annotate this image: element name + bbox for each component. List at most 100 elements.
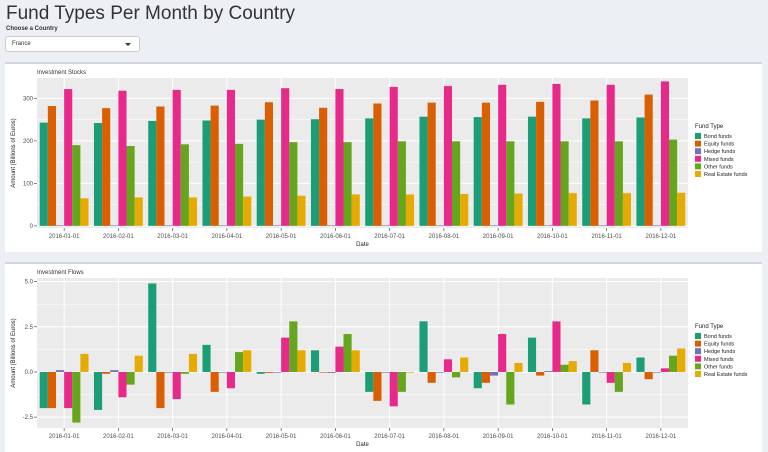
y-tick-label: 0.0 <box>25 370 34 376</box>
bar-hedge-funds-2016-02-01 <box>110 225 119 227</box>
bar-hedge-funds-2016-02-01 <box>110 370 119 372</box>
y-tick-label: 2.5 <box>25 325 34 331</box>
investment-stocks-panel: Investment Stocks 0 100 200 300 2016-01-01 201… <box>5 62 762 252</box>
bar-other-funds-2016-07-01 <box>397 141 406 226</box>
bar-bond-funds-2016-08-01 <box>419 321 428 372</box>
x-tick-label: 2016-09-01 <box>483 234 514 240</box>
y-tick-label: 100 <box>23 181 34 187</box>
bar-equity-funds-2016-08-01 <box>427 102 436 226</box>
bar-mixed-funds-2016-01-01 <box>64 89 73 226</box>
legend-item-bond-funds: Bond funds <box>704 134 732 140</box>
bar-bond-funds-2016-01-01 <box>39 122 48 226</box>
chevron-down-icon <box>125 43 131 46</box>
bar-real-estate-funds-2016-06-01 <box>351 350 360 372</box>
bar-equity-funds-2016-01-01 <box>47 106 56 226</box>
x-tick-label: 2016-07-01 <box>374 234 405 240</box>
bar-hedge-funds-2016-03-01 <box>164 371 173 373</box>
bar-equity-funds-2016-06-01 <box>319 107 328 226</box>
bar-hedge-funds-2016-06-01 <box>327 371 336 373</box>
bar-real-estate-funds-2016-04-01 <box>243 196 252 226</box>
x-tick-label: 2016-10-01 <box>537 234 568 240</box>
legend-swatch-mixed-funds <box>695 355 701 362</box>
legend-swatch-mixed-funds <box>695 155 701 162</box>
bar-equity-funds-2016-05-01 <box>264 371 273 373</box>
bar-bond-funds-2016-09-01 <box>473 371 482 389</box>
investment-flows-panel: Investment Flows -2.5 0.0 2.5 5.0 2016-01-01 2… <box>5 262 762 452</box>
bar-bond-funds-2016-08-01 <box>419 116 428 226</box>
legend-swatch-other-funds <box>695 363 701 370</box>
x-tick-label: 2016-06-01 <box>320 434 351 440</box>
bar-real-estate-funds-2016-03-01 <box>188 197 198 226</box>
bar-hedge-funds-2016-06-01 <box>327 225 336 227</box>
x-axis-label: Date <box>356 242 369 248</box>
x-tick-label: 2016-12-01 <box>646 434 677 440</box>
legend-swatch-hedge-funds <box>695 148 701 155</box>
x-tick-label: 2016-03-01 <box>157 234 188 240</box>
bar-hedge-funds-2016-11-01 <box>598 225 607 227</box>
bar-real-estate-funds-2016-05-01 <box>297 195 306 226</box>
bar-equity-funds-2016-03-01 <box>156 371 165 409</box>
legend-item-other-funds: Other funds <box>704 364 733 370</box>
bar-mixed-funds-2016-06-01 <box>335 89 344 226</box>
bar-mixed-funds-2016-03-01 <box>172 371 181 400</box>
legend-item-bond-funds: Bond funds <box>704 334 732 340</box>
bar-real-estate-funds-2016-11-01 <box>622 362 632 372</box>
legend-item-equity-funds: Equity funds <box>704 342 735 348</box>
bar-bond-funds-2016-02-01 <box>93 123 103 226</box>
bar-bond-funds-2016-09-01 <box>473 117 482 226</box>
bar-hedge-funds-2016-07-01 <box>381 371 390 373</box>
bar-bond-funds-2016-11-01 <box>582 371 591 405</box>
x-tick-label: 2016-02-01 <box>103 234 134 240</box>
bar-real-estate-funds-2016-10-01 <box>568 361 577 372</box>
bar-other-funds-2016-04-01 <box>235 143 244 226</box>
bar-mixed-funds-2016-06-01 <box>335 346 344 372</box>
legend-swatch-hedge-funds <box>695 348 701 355</box>
bar-other-funds-2016-02-01 <box>126 145 135 226</box>
bar-hedge-funds-2016-03-01 <box>164 225 173 227</box>
y-tick-label: 0 <box>30 224 34 230</box>
x-tick-label: 2016-04-01 <box>212 234 243 240</box>
y-tick-label: 300 <box>23 96 34 102</box>
bar-other-funds-2016-11-01 <box>614 141 623 226</box>
bar-mixed-funds-2016-04-01 <box>226 371 236 389</box>
bar-real-estate-funds-2016-12-01 <box>677 348 686 372</box>
bar-equity-funds-2016-04-01 <box>210 371 219 392</box>
legend-title: Fund Type <box>695 324 724 330</box>
y-axis-label: Amount (Billions of Euros) <box>11 118 17 187</box>
bar-bond-funds-2016-07-01 <box>365 371 374 392</box>
country-dropdown[interactable]: France <box>5 36 140 52</box>
bar-bond-funds-2016-12-01 <box>636 117 645 226</box>
y-tick-label: -2.5 <box>23 415 34 421</box>
x-tick-label: 2016-09-01 <box>483 434 514 440</box>
bar-equity-funds-2016-08-01 <box>427 371 436 383</box>
legend-swatch-other-funds <box>695 163 701 170</box>
bar-hedge-funds-2016-07-01 <box>381 225 390 227</box>
bar-bond-funds-2016-11-01 <box>582 118 591 226</box>
bar-real-estate-funds-2016-07-01 <box>405 194 415 226</box>
bar-hedge-funds-2016-04-01 <box>218 225 227 227</box>
bar-other-funds-2016-01-01 <box>72 371 81 423</box>
x-tick-label: 2016-08-01 <box>429 434 460 440</box>
bar-other-funds-2016-04-01 <box>235 352 244 372</box>
x-tick-label: 2016-01-01 <box>49 234 80 240</box>
bar-other-funds-2016-07-01 <box>397 371 406 392</box>
bar-mixed-funds-2016-01-01 <box>64 371 73 409</box>
bar-mixed-funds-2016-02-01 <box>118 90 127 226</box>
bar-bond-funds-2016-04-01 <box>202 120 211 226</box>
bar-bond-funds-2016-01-01 <box>39 371 48 409</box>
bar-hedge-funds-2016-10-01 <box>544 371 553 372</box>
bar-equity-funds-2016-05-01 <box>264 102 273 226</box>
bar-mixed-funds-2016-08-01 <box>443 359 453 372</box>
bar-hedge-funds-2016-01-01 <box>55 370 65 372</box>
page-title: Fund Types Per Month by Country <box>6 3 296 24</box>
bar-mixed-funds-2016-10-01 <box>552 321 561 372</box>
bar-equity-funds-2016-10-01 <box>536 371 545 376</box>
bar-mixed-funds-2016-08-01 <box>443 86 453 226</box>
bar-mixed-funds-2016-03-01 <box>172 89 181 226</box>
bar-real-estate-funds-2016-05-01 <box>297 350 306 372</box>
bar-bond-funds-2016-10-01 <box>527 337 537 372</box>
bar-equity-funds-2016-02-01 <box>102 371 111 374</box>
bar-other-funds-2016-05-01 <box>289 321 298 372</box>
bar-hedge-funds-2016-05-01 <box>272 225 282 227</box>
country-dropdown-value: France <box>12 41 31 47</box>
